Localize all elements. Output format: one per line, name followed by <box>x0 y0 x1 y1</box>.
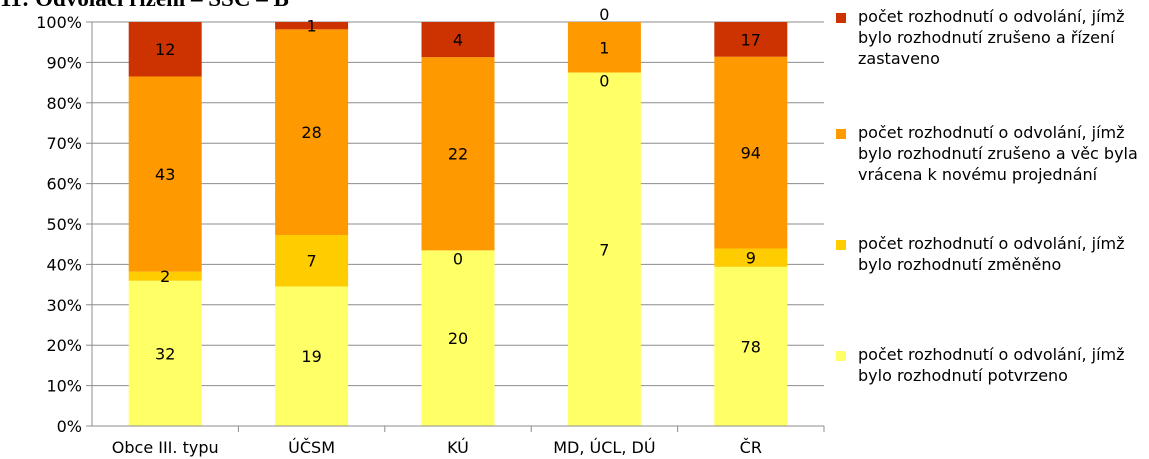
data-label: 43 <box>155 165 175 184</box>
x-tick-label: ÚČSM <box>288 438 335 457</box>
stacked-bar-chart: 32 2 43 12 19 7 28 1 20 0 22 4 7 0 1 0 78 9 94 17 0% 10% 20% 3… <box>36 5 825 457</box>
legend-label: počet rozhodnutí o odvolání, jímž bylo r… <box>858 123 1138 184</box>
bar-segment <box>128 280 202 426</box>
x-tick-label: ČR <box>740 438 762 457</box>
bar-segment <box>275 235 349 287</box>
y-tick-label: 60% <box>46 175 82 194</box>
y-tick-label: 20% <box>46 336 82 355</box>
legend-swatch <box>836 13 846 23</box>
bar-segment <box>128 76 202 272</box>
y-tick-label: 90% <box>46 53 82 72</box>
bar-segment <box>714 248 788 267</box>
bar-segment <box>275 22 349 30</box>
data-label: 1 <box>599 38 609 57</box>
data-label: 32 <box>155 344 175 363</box>
legend-swatch <box>836 351 846 361</box>
bar-segment <box>567 22 641 73</box>
y-tick-label: 40% <box>46 255 82 274</box>
chart-title: 11: Odvolací řízení – SSČ – B <box>0 0 289 12</box>
data-label: 2 <box>160 267 170 286</box>
data-label: 78 <box>741 337 761 356</box>
y-tick-label: 0% <box>57 417 82 436</box>
x-tick-label: Obce III. typu <box>112 438 219 457</box>
legend-label: počet rozhodnutí o odvolání, jímž bylo r… <box>858 345 1125 385</box>
legend-swatch <box>836 129 846 139</box>
bars <box>128 22 788 426</box>
y-tick-label: 80% <box>46 94 82 113</box>
bar-segment <box>714 56 788 249</box>
bar-segment <box>714 22 788 57</box>
x-tick-label: MD, ÚCL, DÚ <box>553 438 655 457</box>
y-tick-label: 100% <box>36 13 82 32</box>
data-label: 28 <box>301 123 321 142</box>
y-tick-label: 10% <box>46 377 82 396</box>
x-axis: Obce III. typu ÚČSM KÚ MD, ÚCL, DÚ ČR <box>92 425 825 457</box>
data-label: 94 <box>741 144 761 163</box>
legend-label: počet rozhodnutí o odvolání, jímž bylo r… <box>858 7 1125 68</box>
data-label: 0 <box>453 249 463 268</box>
data-label: 7 <box>599 240 609 259</box>
data-label: 1 <box>307 17 317 36</box>
data-label: 0 <box>599 72 609 91</box>
data-label: 20 <box>448 329 468 348</box>
bar-segment <box>421 57 495 251</box>
data-label: 17 <box>741 30 761 49</box>
bar-segment <box>421 250 495 426</box>
y-axis: 0% 10% 20% 30% 40% 50% 60% 70% 80% 90% 100% <box>36 13 93 436</box>
data-label: 4 <box>453 31 463 50</box>
bar-segment <box>275 29 349 236</box>
y-tick-label: 30% <box>46 296 82 315</box>
bar-segment <box>128 271 202 281</box>
y-tick-label: 70% <box>46 134 82 153</box>
legend-swatch <box>836 240 846 250</box>
data-label: 22 <box>448 145 468 164</box>
bar-segment <box>567 72 641 426</box>
data-label: 12 <box>155 40 175 59</box>
bar-segment <box>714 266 788 426</box>
data-labels: 32 2 43 12 19 7 28 1 20 0 22 4 7 0 1 0 78 9 94 17 <box>155 5 761 366</box>
y-tick-label: 50% <box>46 215 82 234</box>
data-label: 9 <box>746 249 756 268</box>
bar-segment <box>128 22 202 77</box>
bar-segment <box>275 286 349 426</box>
data-label: 19 <box>301 347 321 366</box>
legend-label: počet rozhodnutí o odvolání, jímž bylo r… <box>858 234 1125 274</box>
x-tick-label: KÚ <box>447 438 469 457</box>
data-label: 0 <box>599 5 609 24</box>
bar-segment <box>421 22 495 58</box>
data-label: 7 <box>307 252 317 271</box>
